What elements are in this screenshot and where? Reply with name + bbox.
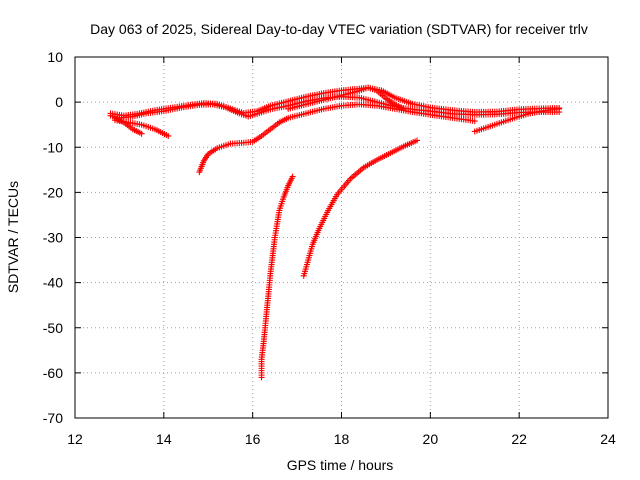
- y-tick-label: -40: [43, 275, 63, 291]
- y-tick-label: -20: [43, 184, 63, 200]
- y-tick-label: 10: [47, 49, 63, 65]
- axis-ticks: [74, 56, 609, 419]
- chart-title: Day 063 of 2025, Sidereal Day-to-day VTE…: [90, 21, 588, 37]
- x-tick-label: 22: [511, 431, 527, 447]
- data-point: [138, 130, 145, 137]
- y-axis-label: SDTVAR / TECUs: [5, 181, 21, 293]
- x-tick-label: 14: [156, 431, 172, 447]
- y-tick-label: -60: [43, 365, 63, 381]
- data-point: [400, 105, 407, 112]
- y-tick-label: -50: [43, 320, 63, 336]
- y-tick-label: -30: [43, 230, 63, 246]
- x-tick-label: 12: [67, 431, 83, 447]
- data-point: [289, 173, 296, 180]
- tick-labels: 12 14 16 18 20 22 24 -70 -60 -50 -40 -30 -20 -10 0 10: [43, 49, 616, 447]
- data-points: [107, 84, 563, 381]
- data-point: [414, 137, 421, 144]
- data-point: [471, 118, 478, 125]
- y-tick-label: 0: [55, 94, 63, 110]
- y-tick-label: -10: [43, 139, 63, 155]
- data-point: [165, 132, 172, 139]
- x-axis-label: GPS time / hours: [287, 457, 394, 473]
- x-tick-label: 18: [334, 431, 350, 447]
- x-tick-label: 16: [245, 431, 261, 447]
- x-tick-label: 20: [423, 431, 439, 447]
- x-tick-label: 24: [600, 431, 616, 447]
- data-point: [556, 105, 563, 112]
- y-tick-label: -70: [43, 410, 63, 426]
